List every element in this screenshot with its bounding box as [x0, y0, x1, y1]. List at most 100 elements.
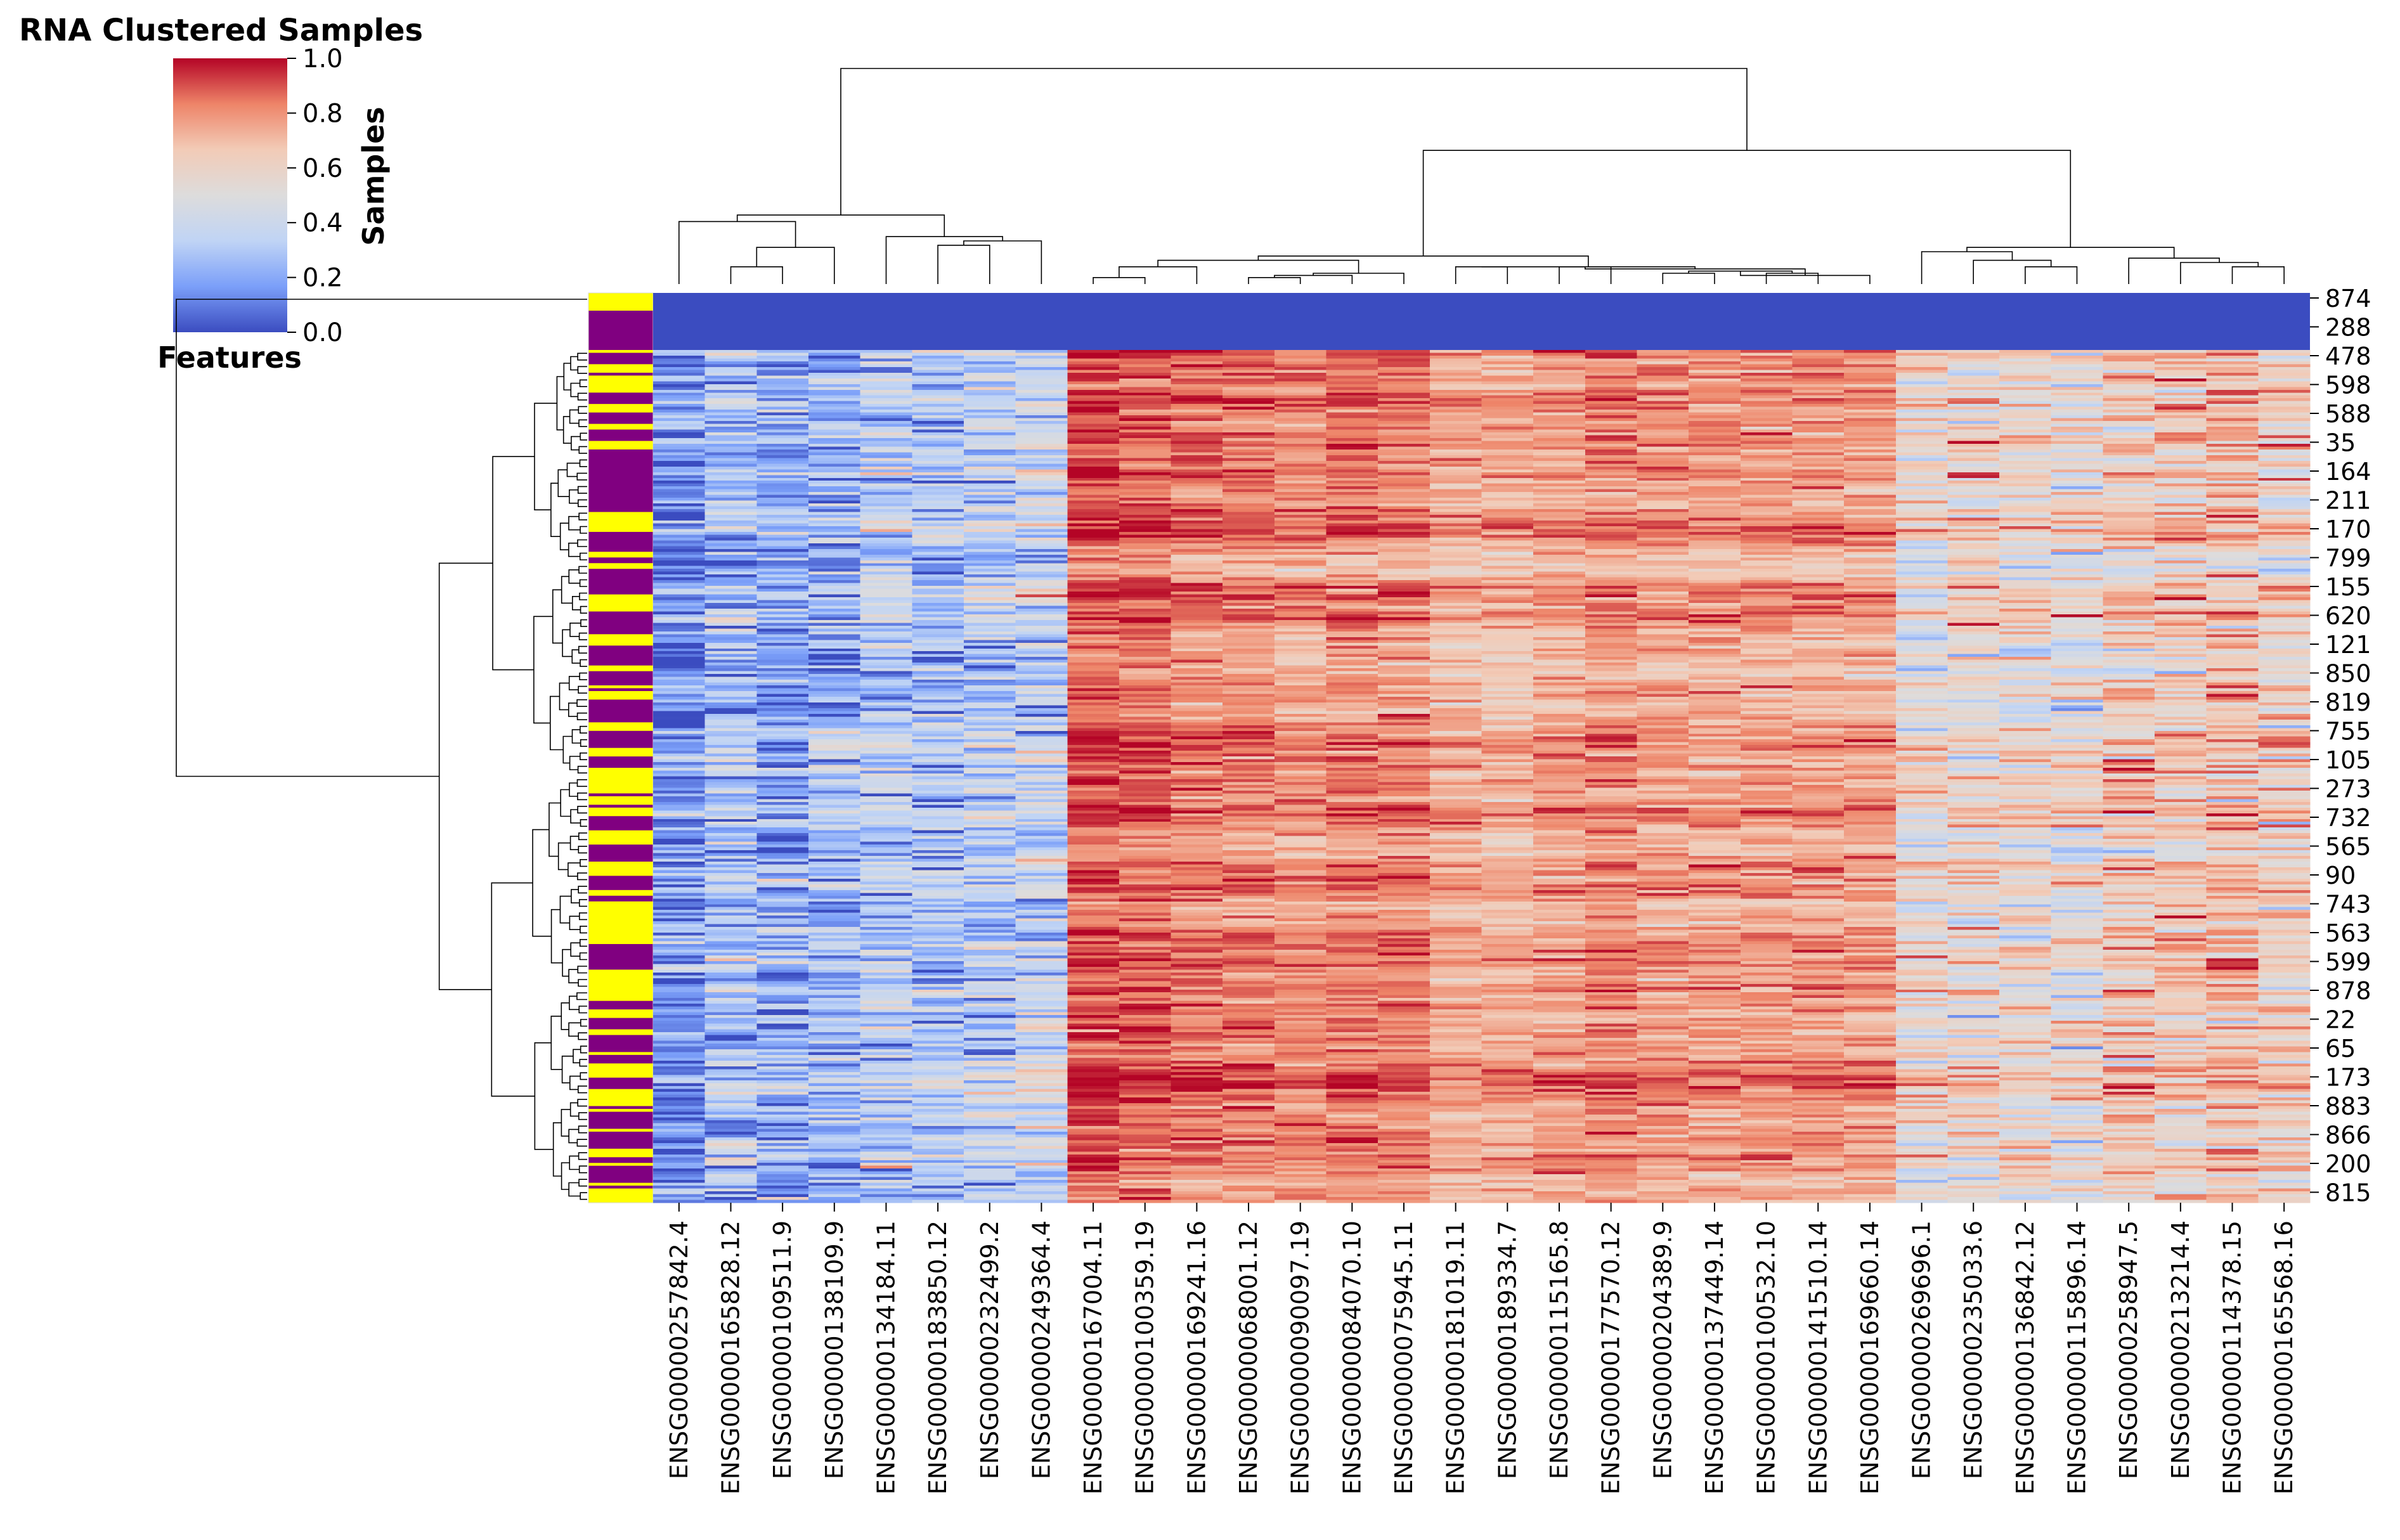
annotation-cell	[588, 509, 653, 513]
heatmap-cell	[1015, 745, 1068, 749]
heatmap-cell	[756, 557, 809, 561]
annotation-cell	[588, 975, 653, 979]
dendrogram-link	[568, 862, 580, 877]
heatmap-cell	[1223, 1037, 1275, 1042]
heatmap-cell	[1015, 443, 1068, 448]
heatmap-cell	[912, 1165, 964, 1169]
heatmap-cell	[1015, 1151, 1068, 1155]
annotation-cell	[588, 648, 653, 652]
dendrogram-link	[1422, 150, 2072, 256]
heatmap-cell	[912, 773, 964, 777]
heatmap-cell	[1223, 449, 1275, 453]
heatmap-cell	[704, 784, 757, 789]
heatmap-cell	[704, 463, 757, 467]
heatmap-cell	[1274, 1103, 1327, 1107]
heatmap-cell	[860, 1094, 912, 1098]
heatmap-cell	[1015, 841, 1068, 845]
heatmap-cell	[756, 676, 809, 680]
heatmap-cell	[653, 628, 706, 632]
heatmap-cell	[653, 574, 706, 578]
heatmap-cell	[1171, 921, 1223, 925]
heatmap-cell	[653, 597, 706, 601]
heatmap-cell	[963, 1063, 1016, 1067]
heatmap-cell	[1274, 862, 1327, 865]
heatmap-cell	[860, 398, 912, 402]
heatmap-cell	[860, 1058, 912, 1061]
heatmap-cell	[1015, 1188, 1068, 1192]
heatmap-cell	[756, 901, 809, 905]
heatmap-cell	[1326, 1154, 1378, 1158]
heatmap-cell	[653, 933, 706, 936]
heatmap-cell	[756, 904, 809, 908]
heatmap-cell	[1119, 938, 1172, 942]
x-axis-label: Features	[157, 340, 302, 375]
heatmap-cell	[1067, 933, 1120, 936]
heatmap-cell	[1274, 1018, 1327, 1021]
heatmap-cell	[1223, 469, 1275, 473]
heatmap-cell	[1067, 705, 1120, 709]
annotation-cell	[588, 978, 653, 981]
heatmap-cell	[653, 972, 706, 976]
heatmap-cell	[1378, 645, 1430, 649]
heatmap-cell	[704, 415, 757, 419]
heatmap-cell	[860, 446, 912, 450]
heatmap-cell	[808, 941, 861, 945]
heatmap-cell	[756, 594, 809, 598]
heatmap-cell	[963, 614, 1016, 618]
heatmap-cell	[1067, 659, 1120, 663]
heatmap-cell	[756, 784, 809, 789]
heatmap-cell	[1378, 916, 1430, 919]
heatmap-cell	[808, 844, 861, 848]
heatmap-cell	[1326, 1035, 1378, 1039]
heatmap-cell	[756, 654, 809, 657]
heatmap-cell	[808, 1174, 861, 1178]
heatmap-cell	[1119, 421, 1172, 425]
heatmap-cell	[756, 1054, 809, 1058]
dendrogram-link	[1093, 277, 1146, 284]
heatmap-cell	[860, 1012, 912, 1016]
heatmap-cell	[1326, 506, 1378, 510]
heatmap-cell	[1171, 995, 1223, 999]
heatmap-cell	[1378, 469, 1430, 473]
heatmap-cell	[1223, 966, 1275, 970]
heatmap-cell	[912, 569, 964, 573]
heatmap-cell	[756, 796, 809, 799]
heatmap-cell	[1119, 1066, 1172, 1070]
heatmap-cell	[1223, 1026, 1275, 1030]
heatmap-cell	[653, 512, 706, 515]
heatmap-cell	[808, 1157, 861, 1161]
heatmap-cell	[1274, 498, 1327, 501]
heatmap-cell	[963, 1080, 1016, 1084]
heatmap-cell	[808, 592, 861, 595]
heatmap-cell	[808, 375, 861, 379]
heatmap-cell	[704, 1069, 757, 1073]
heatmap-cell	[912, 623, 964, 626]
heatmap-cell	[1223, 807, 1275, 811]
heatmap-cell	[756, 611, 809, 615]
heatmap-cell	[653, 631, 706, 635]
heatmap-cell	[1067, 773, 1120, 777]
heatmap-cell	[860, 918, 912, 922]
annotation-cell	[588, 605, 653, 609]
heatmap-cell	[963, 509, 1016, 513]
heatmap-cell	[808, 1054, 861, 1058]
dendrogram-link	[569, 1075, 581, 1090]
heatmap-cell	[756, 503, 809, 507]
heatmap-cell	[1274, 645, 1327, 649]
heatmap-cell	[1015, 625, 1068, 629]
heatmap-cell	[653, 907, 706, 910]
annotation-cell	[588, 628, 653, 632]
heatmap-cell	[1274, 412, 1327, 416]
annotation-cell	[588, 1125, 653, 1130]
heatmap-cell	[756, 637, 809, 640]
heatmap-cell	[653, 736, 706, 740]
heatmap-cell	[1171, 1006, 1223, 1010]
heatmap-cell	[653, 961, 706, 964]
heatmap-cell	[1119, 458, 1172, 462]
heatmap-cell	[704, 1142, 757, 1146]
heatmap-cell	[704, 361, 757, 365]
annotation-cell	[588, 964, 653, 967]
heatmap-cell	[1326, 787, 1378, 791]
heatmap-cell	[704, 642, 757, 646]
heatmap-cell	[912, 521, 964, 524]
